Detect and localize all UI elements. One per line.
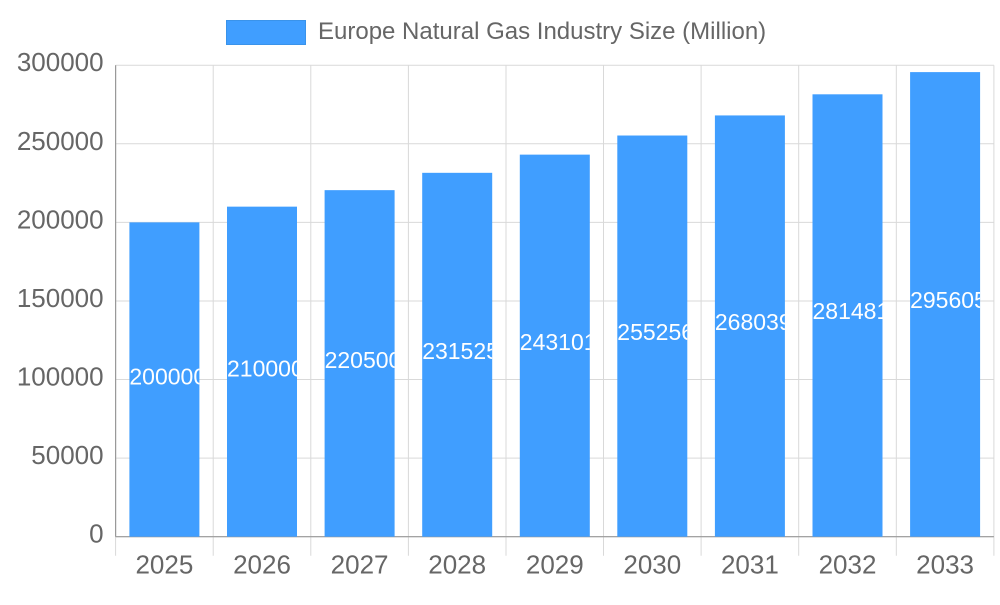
svg-text:255256: 255256 <box>617 319 694 345</box>
svg-text:150000: 150000 <box>17 283 104 313</box>
svg-text:210000: 210000 <box>227 355 304 381</box>
svg-text:231525: 231525 <box>422 338 499 364</box>
svg-text:281481: 281481 <box>813 298 890 324</box>
svg-text:243101: 243101 <box>520 329 597 355</box>
svg-text:250000: 250000 <box>17 126 104 156</box>
svg-text:2031: 2031 <box>721 550 779 580</box>
svg-text:50000: 50000 <box>31 440 103 470</box>
svg-text:100000: 100000 <box>17 362 104 392</box>
svg-text:2025: 2025 <box>135 550 193 580</box>
svg-text:300000: 300000 <box>17 47 104 77</box>
svg-text:2030: 2030 <box>623 550 681 580</box>
svg-text:295605: 295605 <box>910 287 987 313</box>
svg-text:200000: 200000 <box>129 363 206 389</box>
svg-text:2026: 2026 <box>233 550 291 580</box>
svg-text:2032: 2032 <box>819 550 877 580</box>
svg-text:268039: 268039 <box>715 309 792 335</box>
svg-text:0: 0 <box>89 519 103 549</box>
svg-text:220500: 220500 <box>325 347 402 373</box>
svg-text:2028: 2028 <box>428 550 486 580</box>
svg-text:200000: 200000 <box>17 204 104 234</box>
svg-text:2029: 2029 <box>526 550 584 580</box>
svg-text:2027: 2027 <box>331 550 389 580</box>
svg-text:2033: 2033 <box>916 550 974 580</box>
